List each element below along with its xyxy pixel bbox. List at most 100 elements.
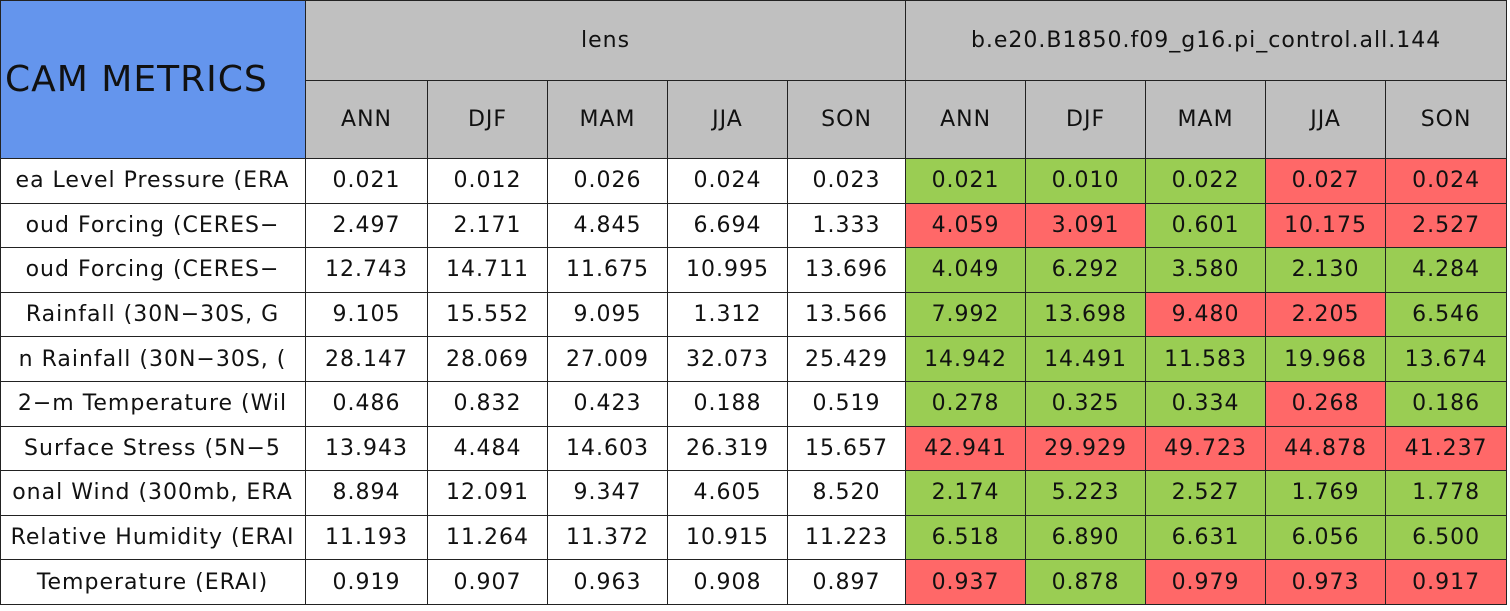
metric-value: 8.520: [786, 470, 907, 516]
metric-value: 12.091: [427, 470, 548, 516]
metric-value: 8.894: [305, 470, 428, 516]
group-header: lens: [304, 0, 907, 81]
metric-value: 42.941: [905, 425, 1027, 472]
season-header: DJF: [427, 80, 548, 159]
table-row: Temperature (ERAI) 0.919 0.907 0.963 0.908 0.…: [0, 559, 1508, 605]
metric-value: 1.333: [786, 202, 907, 249]
metric-value: 10.175: [1265, 202, 1387, 249]
metric-value: 0.022: [1145, 158, 1267, 204]
metric-value: 0.423: [547, 380, 668, 427]
metric-value: 9.095: [547, 291, 668, 338]
season-header: MAM: [1145, 80, 1267, 159]
metric-value: 4.605: [667, 470, 788, 516]
metric-value: 13.696: [786, 247, 907, 293]
metric-value: 0.010: [1025, 158, 1147, 204]
metric-value: 0.024: [667, 158, 788, 204]
metric-value: 25.429: [786, 336, 907, 382]
metric-value: 2.171: [427, 202, 548, 249]
metric-value: 13.674: [1385, 336, 1508, 382]
season-header: SON: [1385, 80, 1508, 159]
metric-value: 10.915: [667, 514, 788, 561]
metric-value: 32.073: [667, 336, 788, 382]
table-row: ea Level Pressure (ERA 0.021 0.012 0.026 0.0…: [0, 158, 1508, 204]
table-row: onal Wind (300mb, ERA 8.894 12.091 9.347 4.6…: [0, 470, 1508, 516]
metric-value: 6.890: [1025, 514, 1147, 561]
row-label-text: Relative Humidity (ERAI: [10, 525, 295, 551]
metric-value: 0.963: [547, 559, 668, 605]
table-row: Rainfall (30N−30S, G 9.105 15.552 9.095 1.31…: [0, 291, 1508, 338]
metric-value: 4.484: [427, 425, 548, 472]
metric-value: 2.205: [1265, 291, 1387, 338]
row-label: onal Wind (300mb, ERA: [0, 470, 306, 516]
season-header: ANN: [305, 80, 428, 159]
metric-value: 15.552: [427, 291, 548, 338]
metric-value: 41.237: [1385, 425, 1508, 472]
row-label: Rainfall (30N−30S, G: [0, 291, 306, 338]
row-label: oud Forcing (CERES−: [0, 202, 306, 249]
metric-value: 0.188: [667, 380, 788, 427]
metric-value: 6.500: [1385, 514, 1508, 561]
metric-value: 49.723: [1145, 425, 1267, 472]
metric-value: 0.023: [786, 158, 907, 204]
row-label: Surface Stress (5N−5: [0, 425, 306, 472]
row-label-text: Rainfall (30N−30S, G: [25, 302, 280, 328]
metric-value: 0.919: [305, 559, 428, 605]
metric-value: 0.878: [1025, 559, 1147, 605]
metric-value: 11.583: [1145, 336, 1267, 382]
metric-value: 14.942: [905, 336, 1027, 382]
metric-value: 44.878: [1265, 425, 1387, 472]
metric-value: 13.566: [786, 291, 907, 338]
row-label-text: onal Wind (300mb, ERA: [12, 480, 293, 506]
row-label: ea Level Pressure (ERA: [0, 158, 306, 204]
metric-value: 26.319: [667, 425, 788, 472]
metric-value: 13.943: [305, 425, 428, 472]
metric-value: 0.486: [305, 380, 428, 427]
metric-value: 6.518: [905, 514, 1027, 561]
table-row: Surface Stress (5N−5 13.943 4.484 14.603 26.…: [0, 425, 1508, 472]
metric-value: 0.908: [667, 559, 788, 605]
metric-value: 6.292: [1025, 247, 1147, 293]
row-label-text: 2−m Temperature (Wil: [17, 391, 288, 417]
metric-value: 0.021: [305, 158, 428, 204]
metric-value: 28.147: [305, 336, 428, 382]
metric-value: 6.694: [667, 202, 788, 249]
metric-value: 0.024: [1385, 158, 1508, 204]
row-label-text: Temperature (ERAI): [36, 569, 269, 595]
season-header: DJF: [1025, 80, 1147, 159]
season-header: MAM: [547, 80, 668, 159]
table-row: ANN DJF MAM JJA SON ANN DJF MAM JJA SON: [1, 80, 1508, 159]
table-row: CAM METRICS lens b.e20.B1850.f09_g16.pi_co…: [0, 0, 1508, 159]
metric-value: 11.223: [786, 514, 907, 561]
metric-value: 6.546: [1385, 291, 1508, 338]
metric-value: 0.601: [1145, 202, 1267, 249]
metric-value: 0.907: [427, 559, 548, 605]
metric-value: 9.480: [1145, 291, 1267, 338]
row-label: n Rainfall (30N−30S, (: [0, 336, 306, 382]
metric-value: 19.968: [1265, 336, 1387, 382]
table-row: n Rainfall (30N−30S, (28.147 28.069 27.009…: [0, 336, 1508, 382]
metric-value: 3.580: [1145, 247, 1267, 293]
metric-value: 0.027: [1265, 158, 1387, 204]
metric-value: 0.021: [905, 158, 1027, 204]
metric-value: 0.186: [1385, 380, 1508, 427]
metric-value: 9.347: [547, 470, 668, 516]
metric-value: 4.059: [905, 202, 1027, 249]
metric-value: 0.973: [1265, 559, 1387, 605]
metric-value: 6.631: [1145, 514, 1267, 561]
metric-value: 0.979: [1145, 559, 1267, 605]
metric-value: 0.334: [1145, 380, 1267, 427]
row-label-text: ea Level Pressure (ERA: [15, 168, 290, 194]
metric-value: 2.174: [905, 470, 1027, 516]
metric-value: 0.325: [1025, 380, 1147, 427]
metric-value: 1.312: [667, 291, 788, 338]
metric-value: 0.026: [547, 158, 668, 204]
metric-value: 0.519: [786, 380, 907, 427]
metric-value: 4.284: [1385, 247, 1508, 293]
row-label-text: oud Forcing (CERES−: [25, 257, 280, 283]
row-label: Temperature (ERAI): [0, 559, 306, 605]
metric-value: 5.223: [1025, 470, 1147, 516]
metric-value: 0.897: [786, 559, 907, 605]
metric-value: 0.268: [1265, 380, 1387, 427]
